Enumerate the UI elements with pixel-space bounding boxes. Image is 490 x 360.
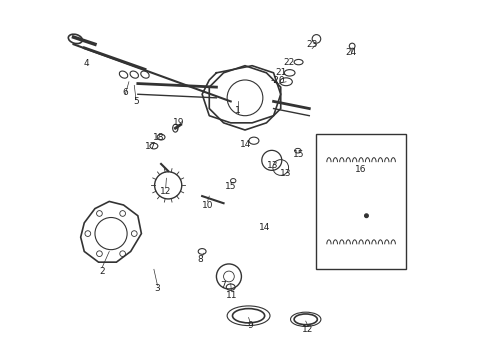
Text: 4: 4 bbox=[83, 59, 89, 68]
Text: 17: 17 bbox=[145, 142, 156, 151]
Text: 22: 22 bbox=[283, 58, 294, 67]
Text: 8: 8 bbox=[197, 255, 203, 264]
Text: 12: 12 bbox=[160, 187, 172, 196]
Text: 9: 9 bbox=[247, 321, 253, 330]
Text: 6: 6 bbox=[122, 88, 128, 97]
Text: 11: 11 bbox=[226, 291, 237, 300]
Text: 10: 10 bbox=[202, 201, 213, 210]
Text: 21: 21 bbox=[275, 68, 287, 77]
Text: 19: 19 bbox=[173, 118, 185, 127]
Text: 1: 1 bbox=[235, 106, 241, 115]
Text: 18: 18 bbox=[153, 133, 164, 142]
Text: 2: 2 bbox=[99, 267, 105, 276]
Text: 14: 14 bbox=[240, 140, 251, 149]
Text: 23: 23 bbox=[306, 40, 318, 49]
Text: 13: 13 bbox=[280, 169, 292, 178]
Text: 3: 3 bbox=[155, 284, 160, 293]
Text: 24: 24 bbox=[346, 48, 357, 57]
Text: 7: 7 bbox=[220, 281, 226, 290]
Text: 12: 12 bbox=[302, 325, 314, 334]
Circle shape bbox=[365, 214, 368, 217]
Text: 13: 13 bbox=[267, 161, 279, 170]
Text: 5: 5 bbox=[133, 97, 139, 106]
Text: 15: 15 bbox=[293, 150, 304, 159]
Text: 14: 14 bbox=[259, 222, 270, 231]
Text: 15: 15 bbox=[225, 182, 237, 191]
Text: 16: 16 bbox=[355, 165, 367, 174]
Text: -20: -20 bbox=[270, 76, 285, 85]
